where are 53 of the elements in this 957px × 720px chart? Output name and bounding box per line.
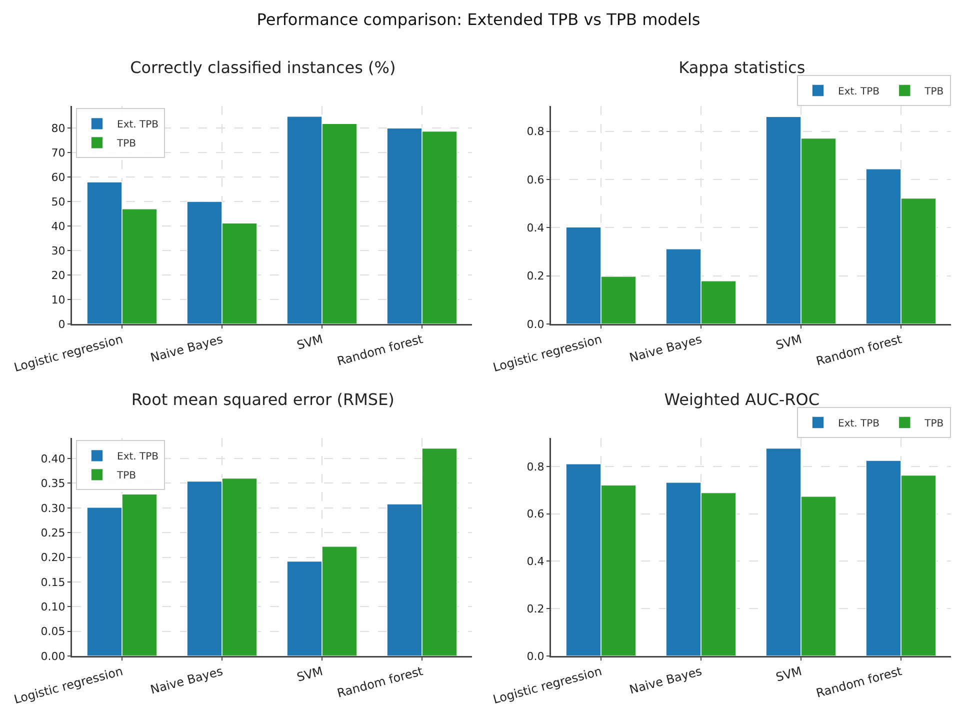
y-tick-label: 10 bbox=[51, 293, 66, 306]
y-tick-label: 0.8 bbox=[526, 125, 544, 138]
y-tick-label: 0 bbox=[58, 318, 66, 331]
legend-label: TPB bbox=[116, 138, 136, 150]
x-tick-label: Random forest bbox=[336, 332, 425, 368]
y-tick-label: 0.6 bbox=[526, 173, 544, 186]
chart-title: Root mean squared error (RMSE) bbox=[131, 390, 394, 410]
legend-label: TPB bbox=[924, 86, 944, 98]
y-tick-label: 50 bbox=[51, 195, 66, 208]
text: Performance comparison: Extended TPB vs TPB models bbox=[256, 10, 702, 29]
x-tick-label: Random forest bbox=[336, 664, 425, 700]
legend-label: Ext. TPB bbox=[117, 452, 159, 463]
y-tick-label: 60 bbox=[51, 170, 66, 184]
y-tick-label: 30 bbox=[51, 244, 66, 258]
x-tick-label: Naive Bayes bbox=[628, 332, 704, 365]
y-tick-label: 0.0 bbox=[526, 650, 544, 663]
legend-label: Ext. TPB bbox=[117, 120, 159, 131]
y-tick-label: 0.2 bbox=[526, 602, 544, 616]
x-tick-label: SVM bbox=[295, 664, 324, 684]
y-tick-label: 0.40 bbox=[40, 452, 66, 466]
legend-label: Ext. TPB bbox=[838, 86, 880, 98]
x-tick-label: SVM bbox=[295, 332, 324, 352]
y-tick-label: 40 bbox=[51, 220, 66, 233]
x-tick-label: Naive Bayes bbox=[628, 664, 704, 697]
legend-label: TPB bbox=[924, 418, 944, 430]
y-tick-label: 0.6 bbox=[526, 508, 544, 521]
y-tick-label: 0.0 bbox=[526, 318, 544, 331]
y-tick-label: 0.2 bbox=[526, 270, 544, 283]
y-tick-label: 0.30 bbox=[40, 502, 66, 515]
y-tick-label: 0.4 bbox=[526, 555, 544, 568]
y-tick-label: 0.8 bbox=[526, 460, 544, 474]
y-tick-label: 0.10 bbox=[40, 600, 66, 614]
y-tick-label: 0.4 bbox=[526, 222, 544, 234]
y-tick-label: 80 bbox=[51, 122, 66, 135]
x-tick-label: Random forest bbox=[814, 664, 904, 700]
y-tick-label: 0.35 bbox=[40, 477, 66, 490]
x-tick-label: Random forest bbox=[814, 332, 904, 368]
chart-title: Weighted AUC-ROC bbox=[664, 390, 820, 410]
y-tick-label: 70 bbox=[51, 146, 66, 160]
legend-label: Ext. TPB bbox=[838, 418, 880, 430]
x-tick-label: Naive Bayes bbox=[148, 332, 224, 365]
y-tick-label: 0.00 bbox=[40, 650, 66, 663]
legend-label: TPB bbox=[116, 470, 136, 482]
chart-title: Kappa statistics bbox=[678, 58, 806, 78]
y-tick-label: 0.15 bbox=[40, 576, 66, 589]
x-tick-label: Naive Bayes bbox=[148, 664, 224, 697]
chart-title: Correctly classified instances (%) bbox=[130, 58, 396, 78]
x-tick-label: SVM bbox=[774, 664, 804, 684]
x-tick-label: SVM bbox=[774, 332, 804, 352]
y-tick-label: 0.20 bbox=[40, 551, 66, 564]
y-tick-label: 20 bbox=[51, 268, 66, 282]
y-tick-label: 0.25 bbox=[40, 526, 66, 540]
y-tick-label: 0.05 bbox=[40, 625, 66, 638]
